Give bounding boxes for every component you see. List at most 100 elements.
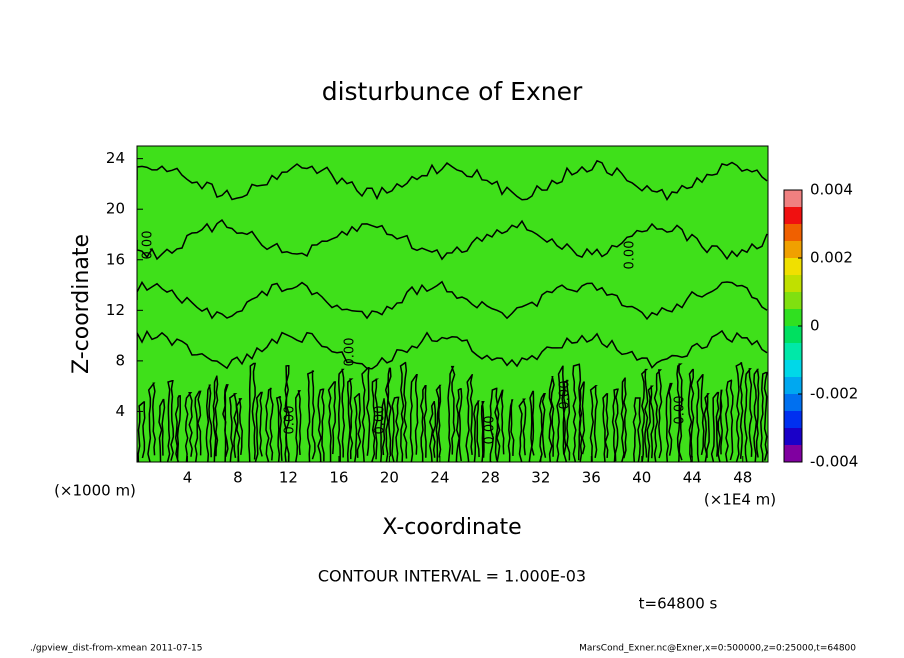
x-tick-label: 8: [233, 469, 243, 487]
colorbar-bin: [784, 258, 802, 275]
colorbar-bin: [784, 445, 802, 462]
contour-line: [391, 396, 400, 462]
footer-left: ./gpview_dist-from-xmean 2011-07-15: [30, 644, 202, 654]
contour-label: 0.00: [673, 396, 688, 425]
contour-label: 0.00: [373, 406, 388, 435]
chart-title: disturbunce of Exner: [322, 77, 583, 106]
contour-line: [538, 392, 547, 462]
contours: 0.00 0.00 0.00 0.00 0.00 0.00 0.00 0.00: [137, 159, 768, 462]
contour-line: [353, 393, 362, 462]
contour-line: [703, 393, 710, 462]
x-tick-label: 32: [531, 469, 550, 487]
contour-label: 0.00: [623, 241, 638, 270]
x-tick-label: 44: [683, 469, 702, 487]
contour-line: [254, 391, 263, 462]
contour-line: [696, 374, 705, 462]
colorbar-bin: [784, 241, 802, 258]
contour-line: [435, 384, 442, 462]
contour-line: [646, 385, 655, 462]
contour-line: [653, 369, 663, 462]
contour-line: [327, 381, 337, 462]
x-tick-label: 28: [481, 469, 500, 487]
contour-line: [194, 390, 202, 462]
colorbar-bin: [784, 428, 802, 445]
contour-line: [306, 370, 316, 462]
y-tick-label: 8: [115, 351, 125, 369]
contour-line: [710, 391, 720, 462]
contour-line: [447, 365, 456, 462]
colorbar-bin: [784, 377, 802, 394]
contour-line: [632, 397, 641, 462]
y-tick-label: 4: [115, 402, 125, 420]
contour-line: [589, 385, 598, 462]
contour-line: [265, 387, 274, 462]
contour-line: [409, 373, 419, 462]
plot-area: 0.00 0.00 0.00 0.00 0.00 0.00 0.00 0.00: [136, 145, 769, 463]
contour-line: [465, 374, 474, 462]
contour-line: [283, 365, 290, 462]
y-tick-label: 20: [106, 200, 125, 218]
contour-label: 0.00: [283, 406, 298, 435]
colorbar-tick-label: -0.004: [810, 453, 858, 471]
x-tick-label: 4: [183, 469, 193, 487]
contour-line: [166, 379, 175, 462]
contour-line: [137, 280, 768, 321]
contour-label: 0.00: [483, 416, 498, 445]
contour-line: [317, 388, 325, 462]
contour-label: 0.00: [141, 231, 156, 260]
x-tick-label: 16: [329, 469, 348, 487]
contour-line: [455, 388, 463, 462]
contour-line: [676, 363, 683, 462]
x-tick-label: 24: [430, 469, 449, 487]
colorbar-bin: [784, 224, 802, 241]
contour-line: [518, 398, 527, 462]
contour-line: [337, 368, 346, 462]
contour-line: [480, 400, 485, 462]
x-tick-label: 12: [279, 469, 298, 487]
x-tick-label: 48: [733, 469, 752, 487]
contour-line: [235, 398, 243, 462]
contour-line: [399, 361, 408, 462]
contour-line: [735, 362, 745, 462]
time-label: t=64800 s: [639, 595, 718, 613]
contour-line: [496, 389, 505, 462]
contour-line: [753, 368, 760, 462]
contour-line: [205, 384, 213, 462]
contour-line: [275, 396, 283, 462]
contour-line: [380, 398, 387, 462]
y-axis-label: Z-coordinate: [69, 234, 94, 374]
y-tick-label: 16: [106, 250, 125, 268]
contour-line: [184, 391, 193, 462]
contour-line: [428, 401, 437, 462]
contour-line: [743, 368, 753, 462]
contour-line: [248, 362, 257, 462]
colorbar-bin: [784, 360, 802, 377]
colorbar-bin: [784, 394, 802, 411]
contour-line: [760, 371, 768, 462]
x-tick-label: 20: [380, 469, 399, 487]
contour-line: [137, 219, 768, 261]
x-tick-label: 40: [632, 469, 651, 487]
x-axis-label: X-coordinate: [382, 515, 521, 540]
contour-line: [556, 365, 565, 462]
contour-line: [420, 384, 428, 462]
field: [137, 146, 768, 462]
contour-line: [725, 379, 734, 462]
x-tick-label: 36: [582, 469, 601, 487]
colorbar-bin: [784, 190, 802, 207]
contour-line: [294, 390, 302, 462]
colorbar-bin: [784, 309, 802, 326]
colorbar-bin: [784, 343, 802, 360]
x-unit: (×1E4 m): [704, 491, 776, 509]
contour-line: [640, 368, 649, 462]
contour-label: 0.00: [558, 381, 573, 410]
y-tick-label: 24: [106, 149, 125, 167]
colorbar-tick-label: 0.002: [810, 249, 853, 267]
contour-interval: CONTOUR INTERVAL = 1.000E-03: [318, 567, 586, 586]
contour-line: [562, 379, 571, 462]
contour-line: [578, 381, 586, 462]
contour-line: [528, 390, 535, 462]
footer-right: MarsCond_Exner.nc@Exner,x=0:500000,z=0:2…: [579, 644, 856, 654]
contour-line: [384, 367, 392, 462]
contour-line: [212, 375, 219, 462]
